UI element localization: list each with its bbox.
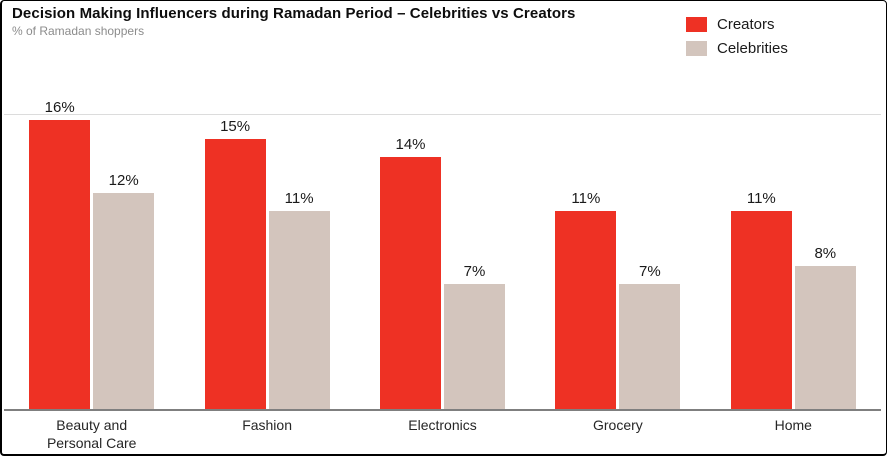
- chart-title: Decision Making Influencers during Ramad…: [12, 5, 576, 22]
- category-label-electronics: Electronics: [408, 417, 477, 433]
- x-axis-labels: Beauty and Personal Care Fashion Electroni…: [4, 416, 881, 454]
- bar-celebrities-fashion: 11%: [268, 190, 330, 411]
- legend-item-creators: Creators: [686, 16, 788, 33]
- bar-value-label: 16%: [44, 99, 75, 117]
- category-label-fashion: Fashion: [242, 417, 292, 433]
- bar-value-label: 15%: [220, 117, 251, 135]
- bar-value-label: 7%: [463, 262, 486, 280]
- category-label-beauty-and-personal-care: Beauty and Personal Care: [46, 417, 137, 452]
- category-label-grocery: Grocery: [592, 417, 643, 433]
- chart-subtitle: % of Ramadan shoppers: [12, 24, 145, 38]
- legend: Creators Celebrities: [686, 16, 788, 57]
- legend-item-celebrities: Celebrities: [686, 40, 788, 57]
- legend-swatch-celebrities: [686, 41, 707, 56]
- legend-swatch-creators: [686, 17, 707, 32]
- bar-value-label: 11%: [284, 190, 314, 208]
- bar-creators-electronics: 14%: [380, 136, 441, 411]
- bar-value-label: 11%: [746, 190, 776, 208]
- bar-value-label: 11%: [571, 190, 601, 208]
- legend-label: Creators: [717, 16, 775, 33]
- bar-celebrities-electronics: 7%: [444, 263, 505, 411]
- bar-value-label: 8%: [814, 244, 837, 262]
- plot-area: 16% 12% 15% 11% 14% 7% 11% 7% 11% 8%: [4, 99, 881, 411]
- category-label-home: Home: [774, 417, 812, 433]
- bar-celebrities-grocery: 7%: [619, 263, 681, 411]
- x-axis-line: [4, 409, 881, 411]
- bar-creators-fashion: 15%: [204, 118, 266, 411]
- bar-celebrities-home: 8%: [794, 245, 856, 411]
- bar-celebrities-beauty-and-personal-care: 12%: [93, 172, 155, 411]
- bar-value-label: 14%: [395, 135, 426, 153]
- legend-label: Celebrities: [717, 40, 788, 57]
- bar-value-label: 12%: [108, 172, 139, 190]
- bar-creators-beauty-and-personal-care: 16%: [29, 99, 91, 411]
- bar-creators-home: 11%: [730, 190, 792, 411]
- bar-value-label: 7%: [639, 262, 661, 280]
- bar-creators-grocery: 11%: [555, 190, 617, 411]
